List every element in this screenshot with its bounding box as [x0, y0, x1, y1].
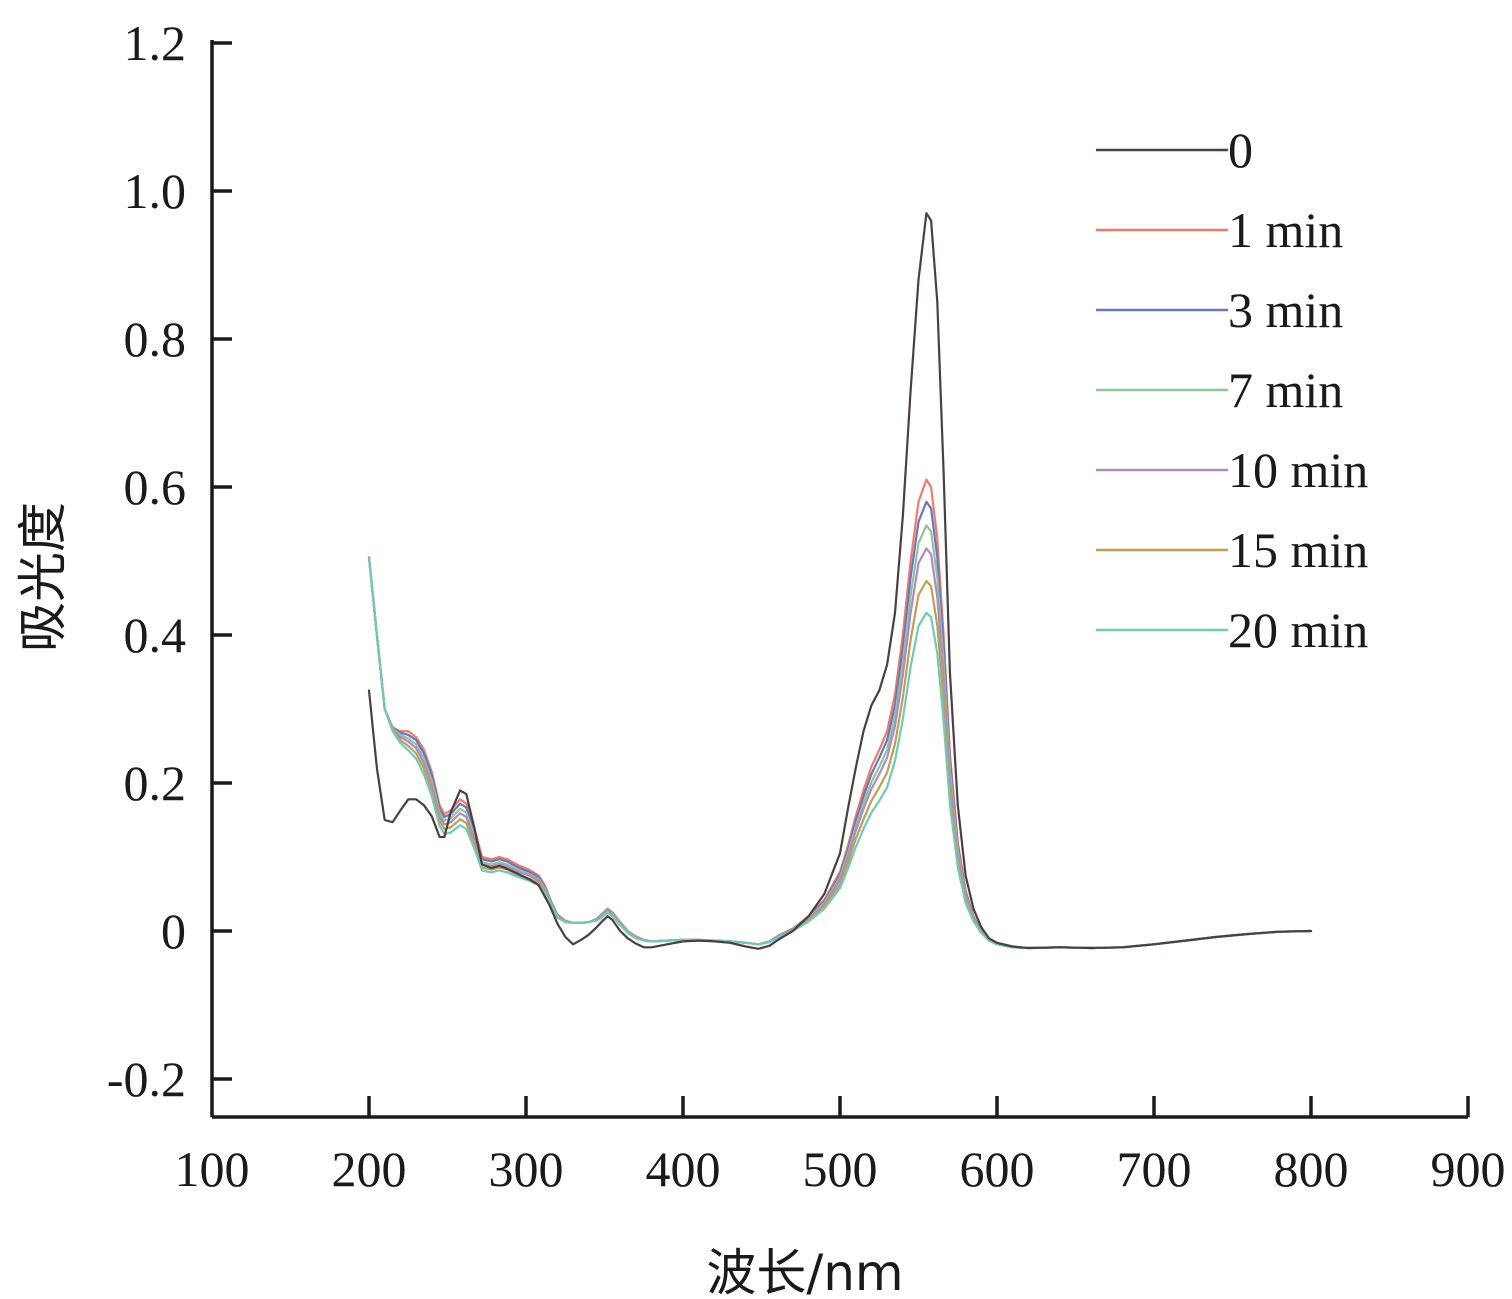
y-tick-label: 0.2: [124, 755, 187, 811]
x-tick-label: 300: [489, 1141, 564, 1197]
y-tick-label: 1.0: [124, 163, 187, 219]
y-tick-label: 0.6: [124, 459, 187, 515]
legend-label: 20 min: [1228, 602, 1368, 658]
x-tick-label: 600: [960, 1141, 1035, 1197]
y-tick-label: 0.4: [124, 607, 187, 663]
x-tick-label: 400: [646, 1141, 721, 1197]
x-ticks: 100 200 300 400 500 600 700 800 900: [175, 1096, 1506, 1197]
legend-label: 3 min: [1228, 282, 1343, 338]
y-axis-title: 吸光度: [14, 502, 72, 652]
x-tick-label: 800: [1274, 1141, 1349, 1197]
y-tick-label: 1.2: [124, 15, 187, 71]
legend-label: 7 min: [1228, 362, 1343, 418]
series-lines: [367, 212, 1313, 950]
y-tick-label: 0: [161, 903, 186, 959]
y-tick-label: 0.8: [124, 311, 187, 367]
y-ticks: -0.2 0 0.2 0.4 0.6 0.8 1.0 1.2: [107, 15, 232, 1107]
legend-label: 10 min: [1228, 442, 1368, 498]
x-tick-label: 200: [332, 1141, 407, 1197]
legend: 0 1 min 3 min 7 min 10 min 15 min 20 min: [1096, 122, 1368, 658]
x-tick-label: 900: [1431, 1141, 1506, 1197]
legend-label: 1 min: [1228, 202, 1343, 258]
series-line-20-min: [367, 556, 1313, 950]
x-tick-label: 700: [1117, 1141, 1192, 1197]
legend-label: 15 min: [1228, 522, 1368, 578]
x-axis-title: 波长/nm: [706, 1244, 903, 1299]
series-line-0: [367, 212, 1313, 950]
x-tick-label: 100: [175, 1141, 250, 1197]
legend-label: 0: [1228, 122, 1253, 178]
y-tick-label: -0.2: [107, 1051, 186, 1107]
x-tick-label: 500: [803, 1141, 878, 1197]
